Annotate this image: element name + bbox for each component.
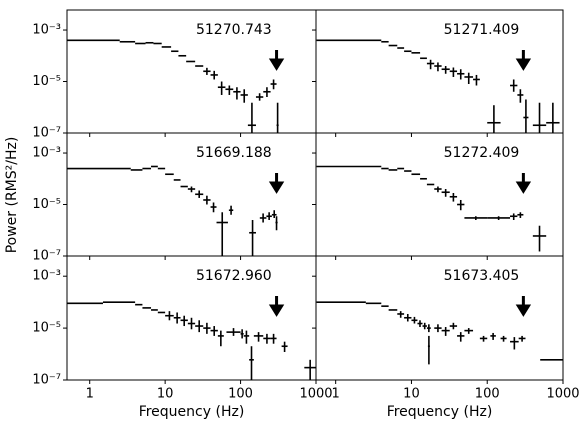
x-axis-label: Frequency (Hz) xyxy=(139,404,245,420)
panel-label: 51669.188 xyxy=(196,145,272,161)
panel-label: 51673.405 xyxy=(444,268,520,284)
y-tick-label: 10⁻³ xyxy=(32,23,61,38)
y-tick-label: 10⁻⁵ xyxy=(32,321,61,336)
panel-data xyxy=(67,165,278,256)
y-tick-label: 10⁻⁷ xyxy=(32,373,61,388)
x-axis-label: Frequency (Hz) xyxy=(387,404,493,420)
panel-label: 51270.743 xyxy=(196,22,272,38)
y-tick-label: 10⁻⁵ xyxy=(32,74,61,89)
panel-data xyxy=(67,39,279,133)
arrow xyxy=(515,173,532,194)
arrow xyxy=(268,296,285,317)
panel-label: 51271.409 xyxy=(444,22,520,38)
panel-label: 51272.409 xyxy=(444,145,520,161)
arrow xyxy=(268,173,285,194)
panel-data xyxy=(316,165,547,252)
y-axis-label: Power (RMS²/Hz) xyxy=(4,137,20,254)
y-tick-label: 10⁻⁷ xyxy=(32,126,61,141)
panel-label: 51672.960 xyxy=(196,268,272,284)
y-tick-label: 10⁻⁷ xyxy=(32,249,61,264)
panel-data xyxy=(316,301,563,365)
x-tick-label: 1 xyxy=(332,387,340,402)
panel-data xyxy=(316,39,560,133)
x-tick-label: 1 xyxy=(86,387,94,402)
panel-data xyxy=(67,301,316,380)
x-tick-label: 1000 xyxy=(299,387,332,402)
panel-frame xyxy=(66,9,317,134)
x-tick-label: 10 xyxy=(403,387,420,402)
panel-frame xyxy=(66,132,317,257)
y-tick-label: 10⁻⁵ xyxy=(32,197,61,212)
x-tick-label: 10 xyxy=(157,387,174,402)
y-tick-label: 10⁻³ xyxy=(32,269,61,284)
x-tick-label: 1000 xyxy=(546,387,579,402)
arrow xyxy=(268,50,285,71)
panel-frame xyxy=(315,132,564,257)
y-tick-label: 10⁻³ xyxy=(32,146,61,161)
x-tick-label: 100 xyxy=(228,387,253,402)
panel-frame xyxy=(315,255,564,381)
arrow xyxy=(515,296,532,317)
x-tick-label: 100 xyxy=(475,387,500,402)
arrow xyxy=(515,50,532,71)
